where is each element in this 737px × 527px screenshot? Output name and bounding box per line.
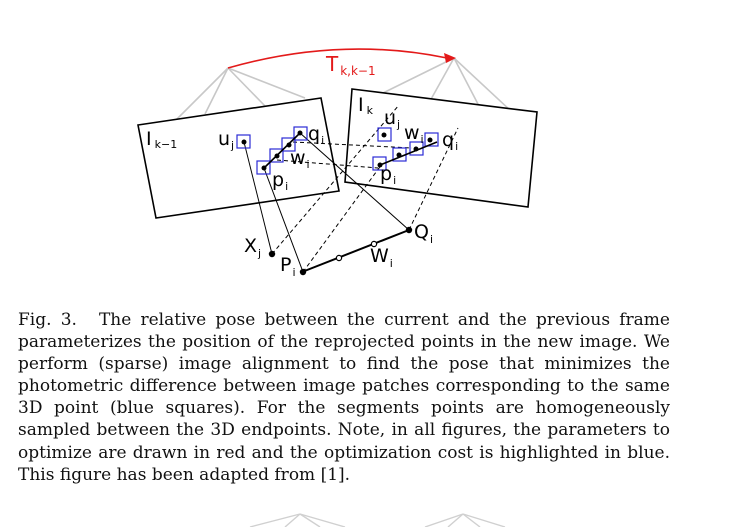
prev-w-label: wi	[290, 147, 310, 171]
patch-squares-prev	[236, 126, 308, 175]
prev-q-label: qi	[308, 123, 324, 147]
world-points	[268, 226, 413, 276]
segment-curr	[377, 132, 438, 168]
world-q-label: Qi	[414, 221, 433, 246]
patch-square-prev	[281, 137, 296, 152]
curr-w-label: wi	[404, 122, 424, 146]
prev-u-label: uj	[218, 128, 234, 152]
curr-p-label: pi	[380, 163, 396, 187]
patch-square-u-prev	[236, 134, 251, 149]
image-plane-prev	[137, 97, 340, 219]
arrow-head-icon	[444, 53, 456, 63]
patch-square-p-curr	[372, 156, 387, 171]
next-figure-peek	[249, 513, 506, 527]
world-w-label: Wi	[370, 245, 393, 270]
curr-q-label: qi	[442, 129, 458, 153]
projection-rays	[243, 132, 410, 273]
patch-square-u-curr	[377, 127, 392, 142]
curr-u-label: uj	[384, 107, 400, 131]
patch-square-q-prev	[293, 126, 308, 141]
relative-pose-arrow	[227, 48, 448, 69]
world-x-label: Xj	[244, 235, 261, 260]
segment-prev	[241, 130, 303, 171]
world-p-label: Pi	[280, 254, 296, 279]
patch-square-w-prev	[269, 148, 284, 163]
figure-caption: Fig. 3. The relative pose between the cur…	[18, 309, 670, 486]
caption-text: The relative pose between the current an…	[18, 310, 670, 485]
image-plane-curr	[344, 88, 538, 208]
camera-frustum-prev	[171, 67, 306, 125]
patch-square-p-prev	[256, 160, 271, 175]
camera-frustum-curr	[382, 57, 513, 113]
figure-number: Fig. 3.	[18, 310, 77, 330]
patch-square-q-curr	[424, 132, 439, 147]
prev-p-label: pi	[272, 169, 288, 193]
